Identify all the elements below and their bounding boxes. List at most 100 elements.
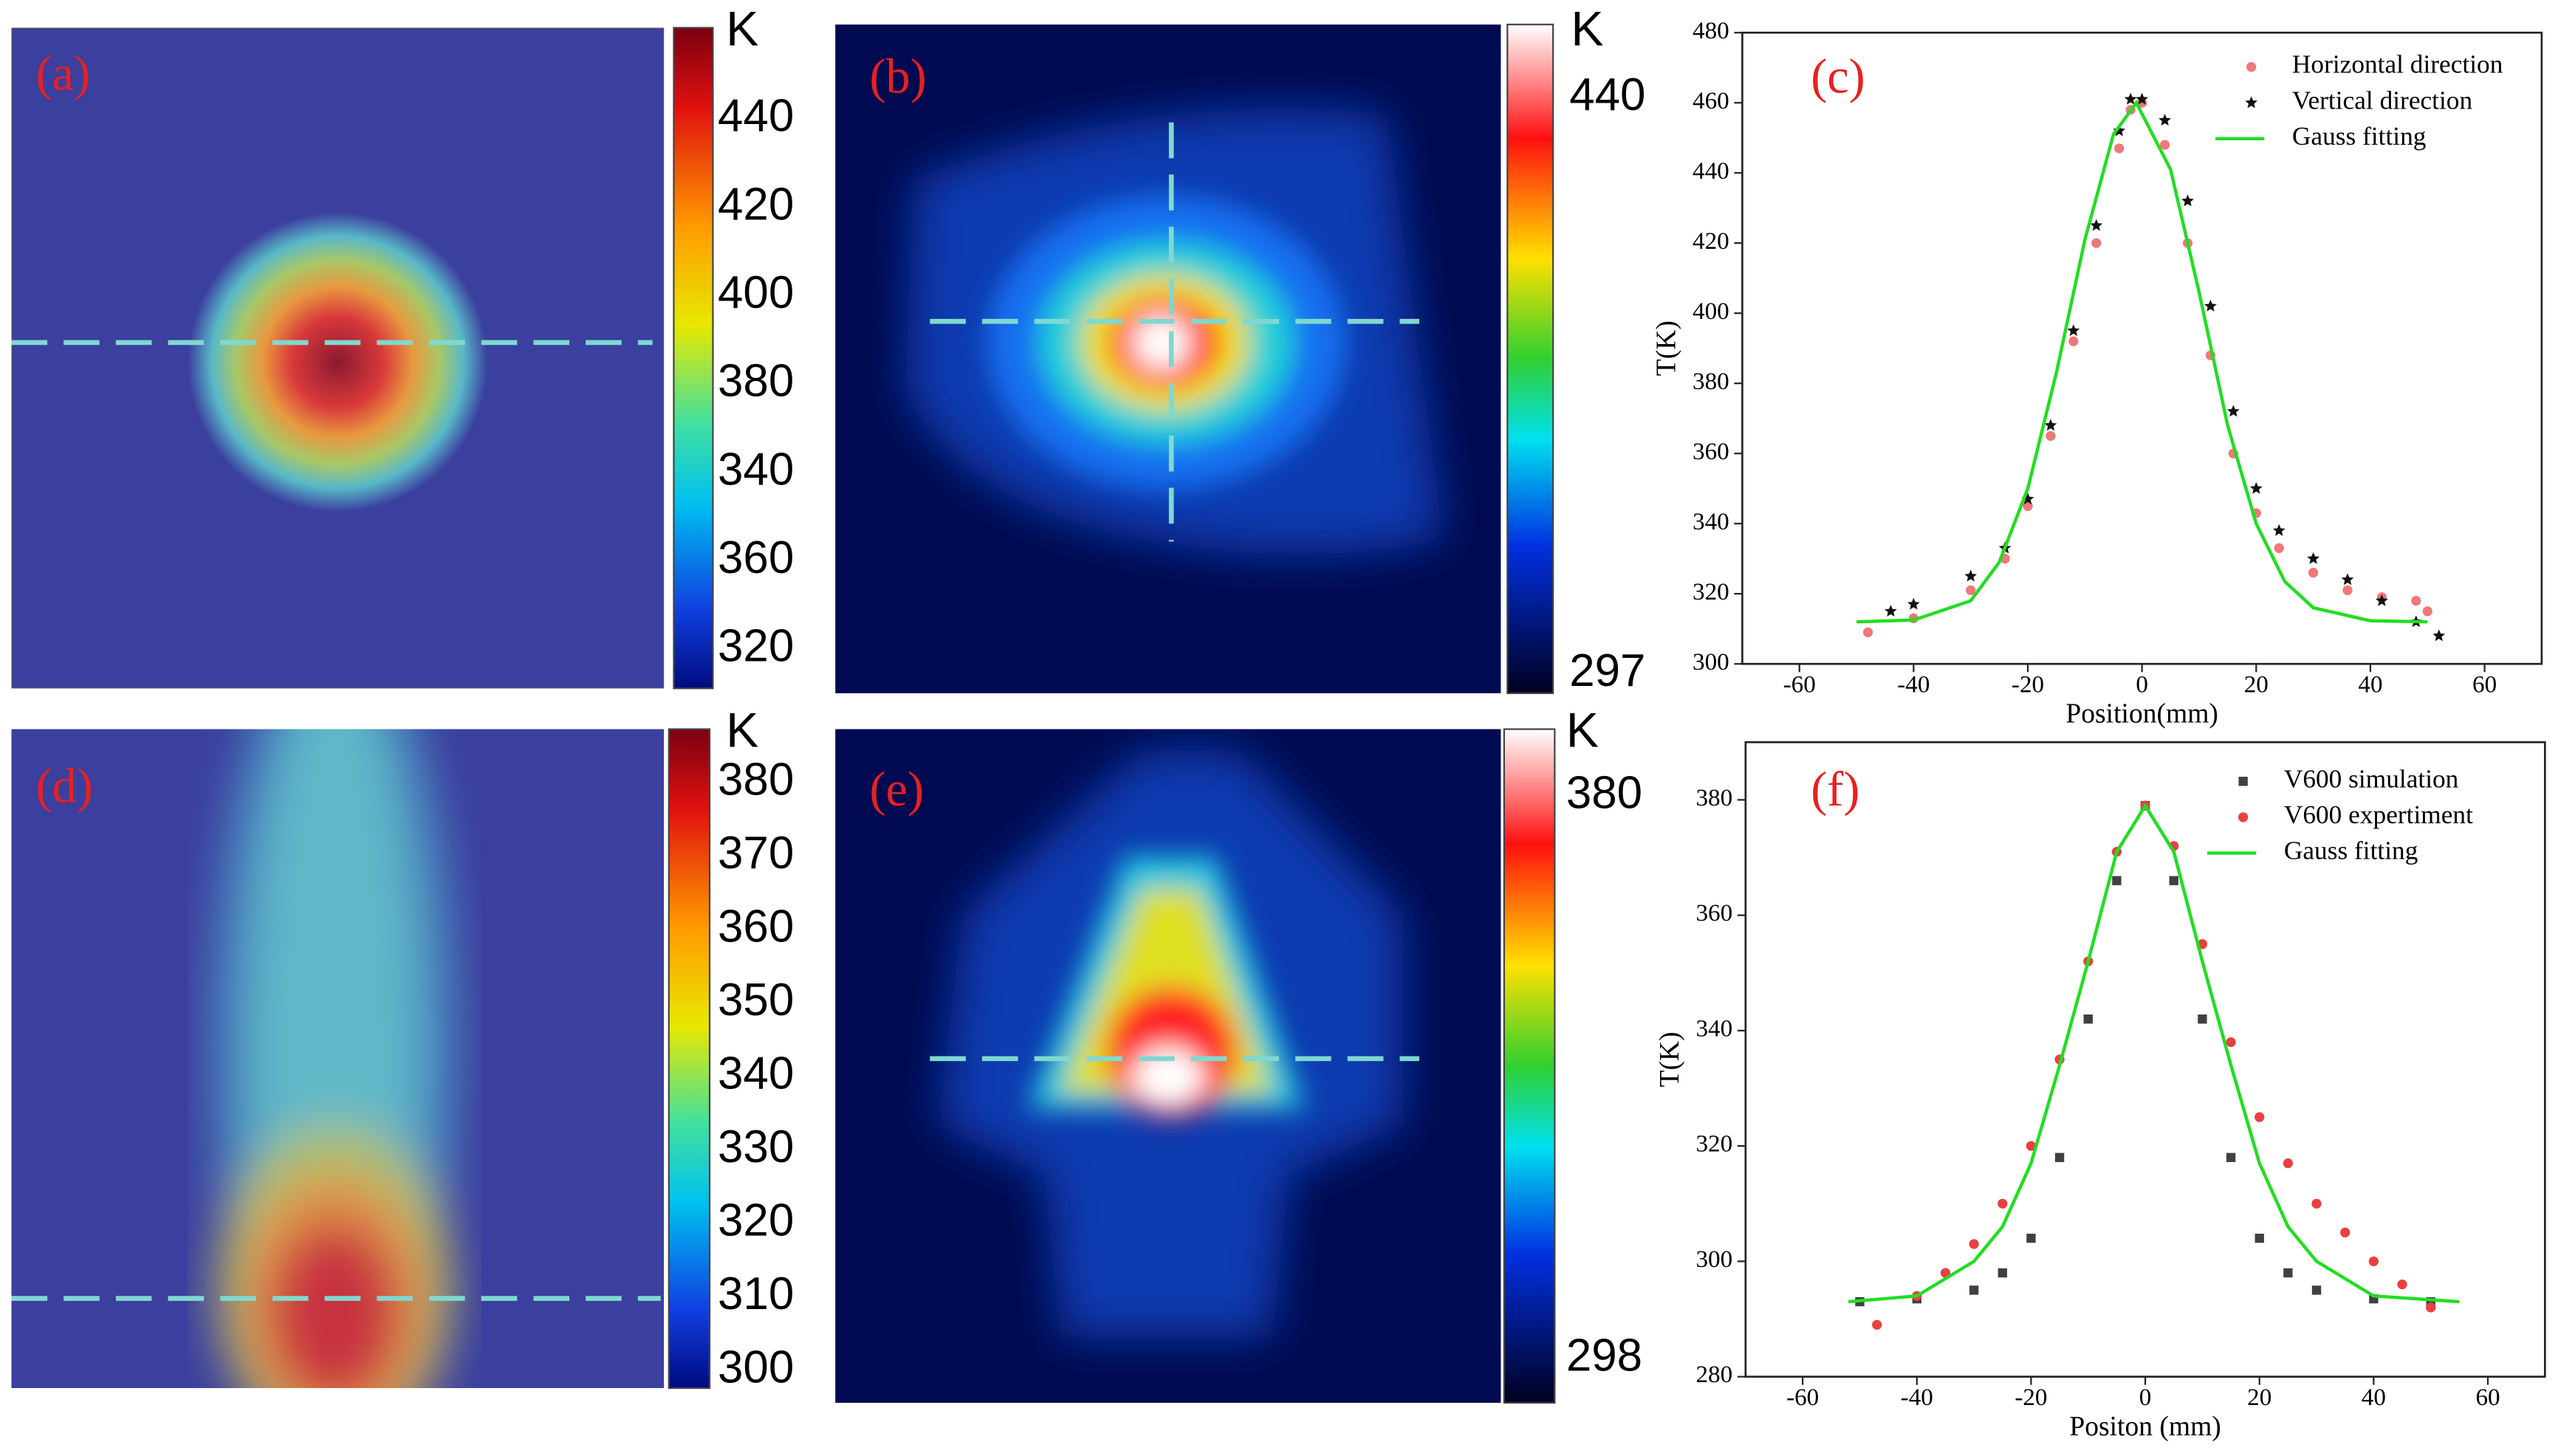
data-point: [2091, 238, 2102, 248]
y-tick-label: 300: [1695, 1246, 1732, 1273]
data-point: [1885, 605, 1897, 617]
x-tick-label: -60: [1786, 1384, 1819, 1411]
colorbar-tick-label: 380: [1566, 767, 1642, 818]
y-tick-label: 340: [1695, 1014, 1732, 1042]
data-point: [2046, 430, 2056, 442]
x-tick-label: -40: [1901, 1384, 1933, 1411]
hot-spot: [188, 212, 488, 512]
x-tick-label: -60: [1783, 671, 1816, 698]
y-tick-label: 320: [1695, 1130, 1732, 1158]
y-tick-label: 320: [1693, 578, 1729, 605]
y-tick-label: 360: [1695, 899, 1732, 927]
data-point: [2159, 140, 2170, 150]
colorbar-tick-label: 350: [718, 975, 794, 1026]
panel-label: (f): [1811, 763, 1859, 817]
data-point: [2124, 92, 2137, 105]
glow: [1132, 315, 1191, 371]
panel-label: (e): [869, 763, 924, 817]
fit-line: [1856, 100, 2428, 624]
colorbar-tick-label: 360: [718, 532, 794, 583]
colorbar: [1506, 24, 1554, 695]
y-axis-label: T(K): [1652, 320, 1682, 376]
data-point: [2308, 568, 2319, 578]
colorbar-tick-label: 340: [718, 1048, 794, 1099]
plume: [269, 1223, 400, 1389]
data-point: [2169, 876, 2178, 885]
data-point: [2376, 594, 2388, 606]
data-point: [1907, 597, 1920, 610]
y-tick-label: 380: [1693, 368, 1729, 395]
data-point: [2067, 324, 2080, 337]
x-tick-label: 0: [2139, 1384, 2152, 1411]
x-tick-label: -20: [2012, 671, 2044, 698]
data-point: [1966, 585, 1976, 596]
colorbar: [1503, 728, 1556, 1404]
legend-swatch: [2245, 96, 2258, 109]
heatmap-a: [11, 27, 665, 689]
data-point: [2090, 219, 2103, 231]
legend-swatch: [2238, 777, 2248, 786]
data-point: [2307, 552, 2320, 564]
data-point: [2023, 501, 2033, 512]
data-point: [2432, 629, 2446, 642]
data-point: [2411, 596, 2421, 606]
colorbar-tick-label: 340: [718, 444, 794, 495]
heatmap-b: [835, 24, 1501, 693]
colorbar-tick-label: 360: [718, 902, 794, 952]
data-point: [1862, 627, 1873, 638]
data-point: [2274, 543, 2284, 554]
data-point: [2311, 1198, 2322, 1209]
legend-swatch: [2246, 61, 2257, 72]
data-point: [2181, 194, 2194, 207]
x-tick-label: 0: [2136, 671, 2148, 698]
colorbar-tick-label: 440: [1569, 69, 1645, 120]
legend-label: V600 simulation: [2284, 764, 2459, 793]
data-point: [2158, 114, 2171, 126]
colorbar-unit: K: [1566, 704, 1599, 758]
panel-label: (a): [36, 47, 91, 100]
legend-label: Horizontal direction: [2292, 50, 2503, 79]
data-point: [2026, 1233, 2036, 1243]
data-point: [2283, 1158, 2294, 1169]
data-point: [2254, 1112, 2265, 1122]
data-point: [1998, 1198, 2008, 1209]
x-tick-label: 40: [2362, 1384, 2386, 1411]
legend-label: Gauss fitting: [2284, 837, 2418, 865]
colorbar-tick-label: 380: [718, 356, 794, 407]
data-point: [1998, 1268, 2007, 1278]
data-point: [2254, 1233, 2264, 1243]
y-tick-label: 480: [1693, 17, 1729, 44]
data-point: [1969, 1285, 1979, 1295]
legend-label: Vertical direction: [2292, 86, 2473, 114]
x-tick-label: 20: [2247, 1384, 2271, 1411]
colorbar-tick-label: 370: [718, 828, 794, 879]
panel-label: (d): [36, 760, 93, 814]
data-point: [2272, 523, 2286, 536]
colorbar-unit: K: [726, 704, 758, 758]
data-point: [2340, 1227, 2350, 1237]
colorbar-tick-label: 310: [718, 1268, 794, 1319]
colorbar-unit: K: [1571, 2, 1603, 57]
colorbar-unit: K: [726, 2, 758, 57]
data-point: [2198, 1014, 2207, 1024]
data-point: [2283, 1268, 2293, 1278]
colorbar-tick-label: 400: [718, 267, 794, 318]
data-point: [2083, 1014, 2093, 1024]
data-point: [1969, 1239, 1979, 1249]
data-point: [2226, 1153, 2236, 1162]
data-point: [2426, 1302, 2436, 1313]
y-tick-label: 440: [1693, 157, 1729, 185]
data-point: [2026, 1141, 2037, 1151]
y-tick-label: 340: [1693, 508, 1729, 535]
data-point: [2341, 573, 2354, 586]
y-tick-label: 460: [1693, 87, 1729, 114]
x-tick-label: 60: [2472, 671, 2497, 698]
data-point: [2249, 481, 2263, 494]
colorbar-tick-label: 380: [718, 755, 794, 806]
heatmap-e: [835, 729, 1501, 1403]
data-point: [2068, 336, 2079, 346]
colorbar-tick-label: 440: [718, 91, 794, 142]
panel-label: (b): [869, 50, 926, 104]
